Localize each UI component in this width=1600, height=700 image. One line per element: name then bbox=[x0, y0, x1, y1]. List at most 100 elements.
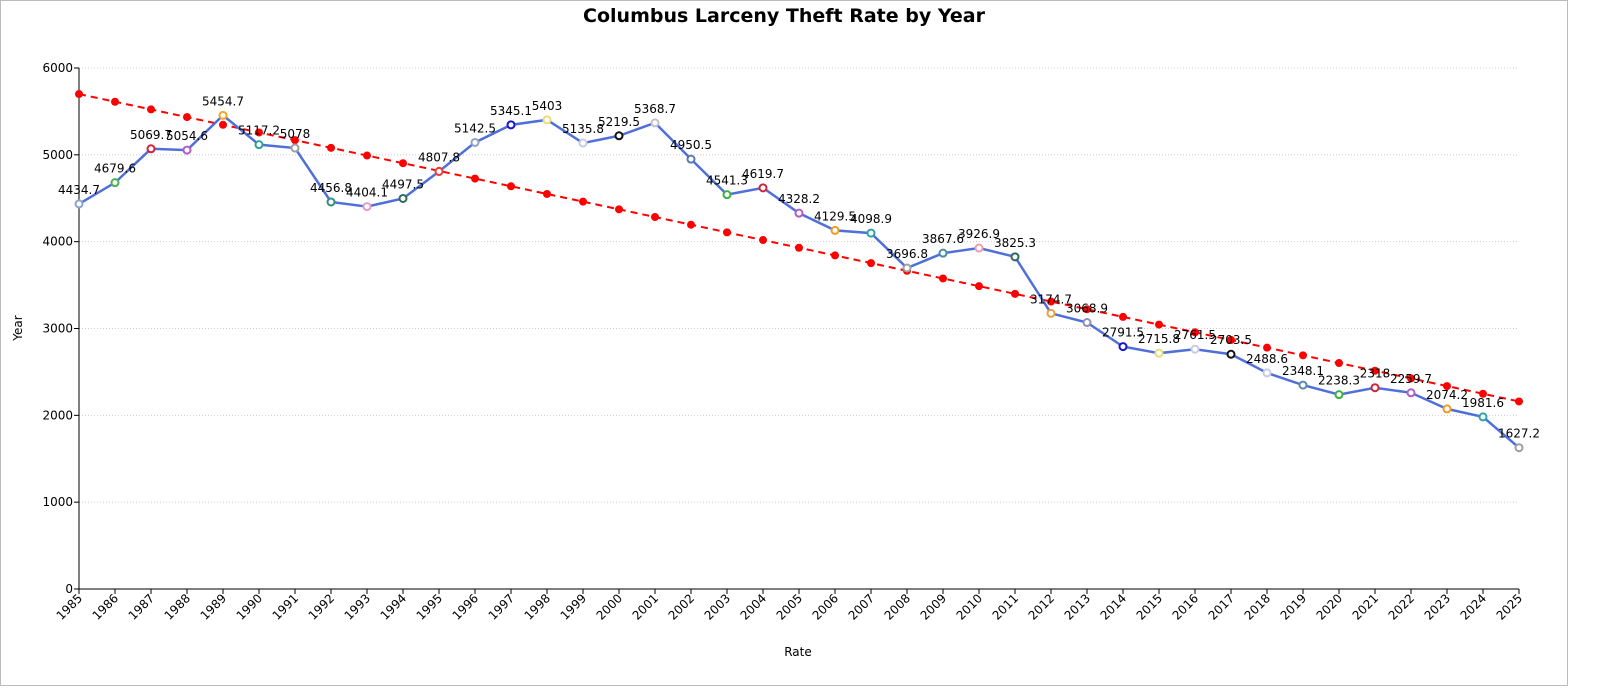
data-label: 4129.5 bbox=[814, 209, 856, 223]
marker bbox=[399, 159, 407, 168]
data-label: 2715.8 bbox=[1138, 332, 1180, 346]
data-label: 5078 bbox=[280, 127, 311, 141]
data-label: 4541.3 bbox=[706, 174, 748, 188]
marker bbox=[1442, 404, 1452, 414]
marker bbox=[363, 151, 371, 160]
data-label: 3174.7 bbox=[1030, 292, 1072, 306]
marker bbox=[506, 120, 516, 130]
marker bbox=[542, 115, 552, 125]
marker bbox=[866, 228, 876, 238]
marker bbox=[1478, 412, 1488, 422]
marker bbox=[470, 137, 480, 147]
marker bbox=[1263, 343, 1271, 352]
marker bbox=[830, 225, 840, 235]
data-label: 4328.2 bbox=[778, 192, 820, 206]
marker bbox=[111, 97, 119, 106]
y-tick-label: 5000 bbox=[42, 148, 73, 162]
marker bbox=[1262, 368, 1272, 378]
data-label: 2791.5 bbox=[1102, 326, 1144, 340]
marker bbox=[867, 259, 875, 268]
data-label: 3696.8 bbox=[886, 247, 928, 261]
marker bbox=[255, 128, 263, 137]
marker bbox=[183, 113, 191, 122]
y-axis-title: Year bbox=[11, 315, 25, 341]
marker bbox=[1479, 389, 1487, 398]
data-label: 4807.8 bbox=[418, 151, 460, 165]
marker bbox=[1046, 308, 1056, 318]
data-label: 5117.2 bbox=[238, 124, 280, 138]
marker bbox=[147, 105, 155, 114]
marker bbox=[326, 197, 336, 207]
marker bbox=[758, 183, 768, 193]
marker bbox=[1011, 289, 1019, 298]
marker bbox=[687, 220, 695, 229]
data-label: 5054.6 bbox=[166, 129, 208, 143]
marker bbox=[1227, 335, 1235, 344]
marker bbox=[219, 120, 227, 129]
marker bbox=[218, 110, 228, 120]
data-label: 2074.2 bbox=[1426, 388, 1468, 402]
marker bbox=[615, 205, 623, 214]
data-label: 4619.7 bbox=[742, 167, 784, 181]
data-label: 2238.3 bbox=[1318, 374, 1360, 388]
data-label: 4434.7 bbox=[58, 183, 100, 197]
marker bbox=[1371, 366, 1379, 375]
marker bbox=[650, 118, 660, 128]
marker bbox=[543, 189, 551, 198]
marker bbox=[939, 274, 947, 283]
marker bbox=[398, 193, 408, 203]
marker bbox=[1154, 348, 1164, 358]
marker bbox=[434, 167, 444, 177]
data-label: 5142.5 bbox=[454, 121, 496, 135]
marker bbox=[579, 197, 587, 206]
y-tick-label: 1000 bbox=[42, 495, 73, 509]
data-label: 5345.1 bbox=[490, 104, 532, 118]
data-label: 5069.7 bbox=[130, 128, 172, 142]
marker bbox=[471, 174, 479, 183]
marker bbox=[1514, 443, 1524, 453]
marker bbox=[723, 228, 731, 237]
marker bbox=[794, 208, 804, 218]
marker bbox=[1119, 312, 1127, 321]
data-label: 5403 bbox=[532, 99, 563, 113]
marker bbox=[1335, 359, 1343, 368]
data-label: 3867.6 bbox=[922, 232, 964, 246]
marker bbox=[1298, 380, 1308, 390]
marker bbox=[327, 143, 335, 152]
x-axis-title: Rate bbox=[784, 645, 812, 659]
marker bbox=[1082, 318, 1092, 328]
marker bbox=[1083, 305, 1091, 314]
data-label: 5219.5 bbox=[598, 115, 640, 129]
data-label: 4497.5 bbox=[382, 177, 424, 191]
data-label: 5454.7 bbox=[202, 94, 244, 108]
marker bbox=[614, 131, 624, 141]
marker bbox=[74, 199, 84, 209]
data-label: 4950.5 bbox=[670, 138, 712, 152]
marker bbox=[110, 178, 120, 188]
marker bbox=[651, 213, 659, 222]
marker bbox=[902, 263, 912, 273]
marker bbox=[975, 282, 983, 291]
data-label: 4679.6 bbox=[94, 162, 136, 176]
data-label: 4404.1 bbox=[346, 186, 388, 200]
marker bbox=[254, 140, 264, 150]
data-label: 4098.9 bbox=[850, 212, 892, 226]
marker bbox=[1334, 390, 1344, 400]
data-label: 3068.9 bbox=[1066, 302, 1108, 316]
marker bbox=[1406, 388, 1416, 398]
marker bbox=[1299, 351, 1307, 360]
y-tick-label: 0 bbox=[65, 582, 73, 596]
data-label: 2761.5 bbox=[1174, 328, 1216, 342]
data-label: 2318 bbox=[1360, 367, 1391, 381]
frame bbox=[0, 0, 1568, 686]
marker bbox=[1443, 382, 1451, 391]
data-label: 2259.7 bbox=[1390, 372, 1432, 386]
data-label: 1981.6 bbox=[1462, 396, 1504, 410]
data-label: 2348.1 bbox=[1282, 364, 1324, 378]
data-label: 5135.8 bbox=[562, 122, 604, 136]
marker bbox=[1047, 297, 1055, 306]
marker bbox=[686, 154, 696, 164]
marker bbox=[1118, 342, 1128, 352]
marker bbox=[290, 143, 300, 153]
